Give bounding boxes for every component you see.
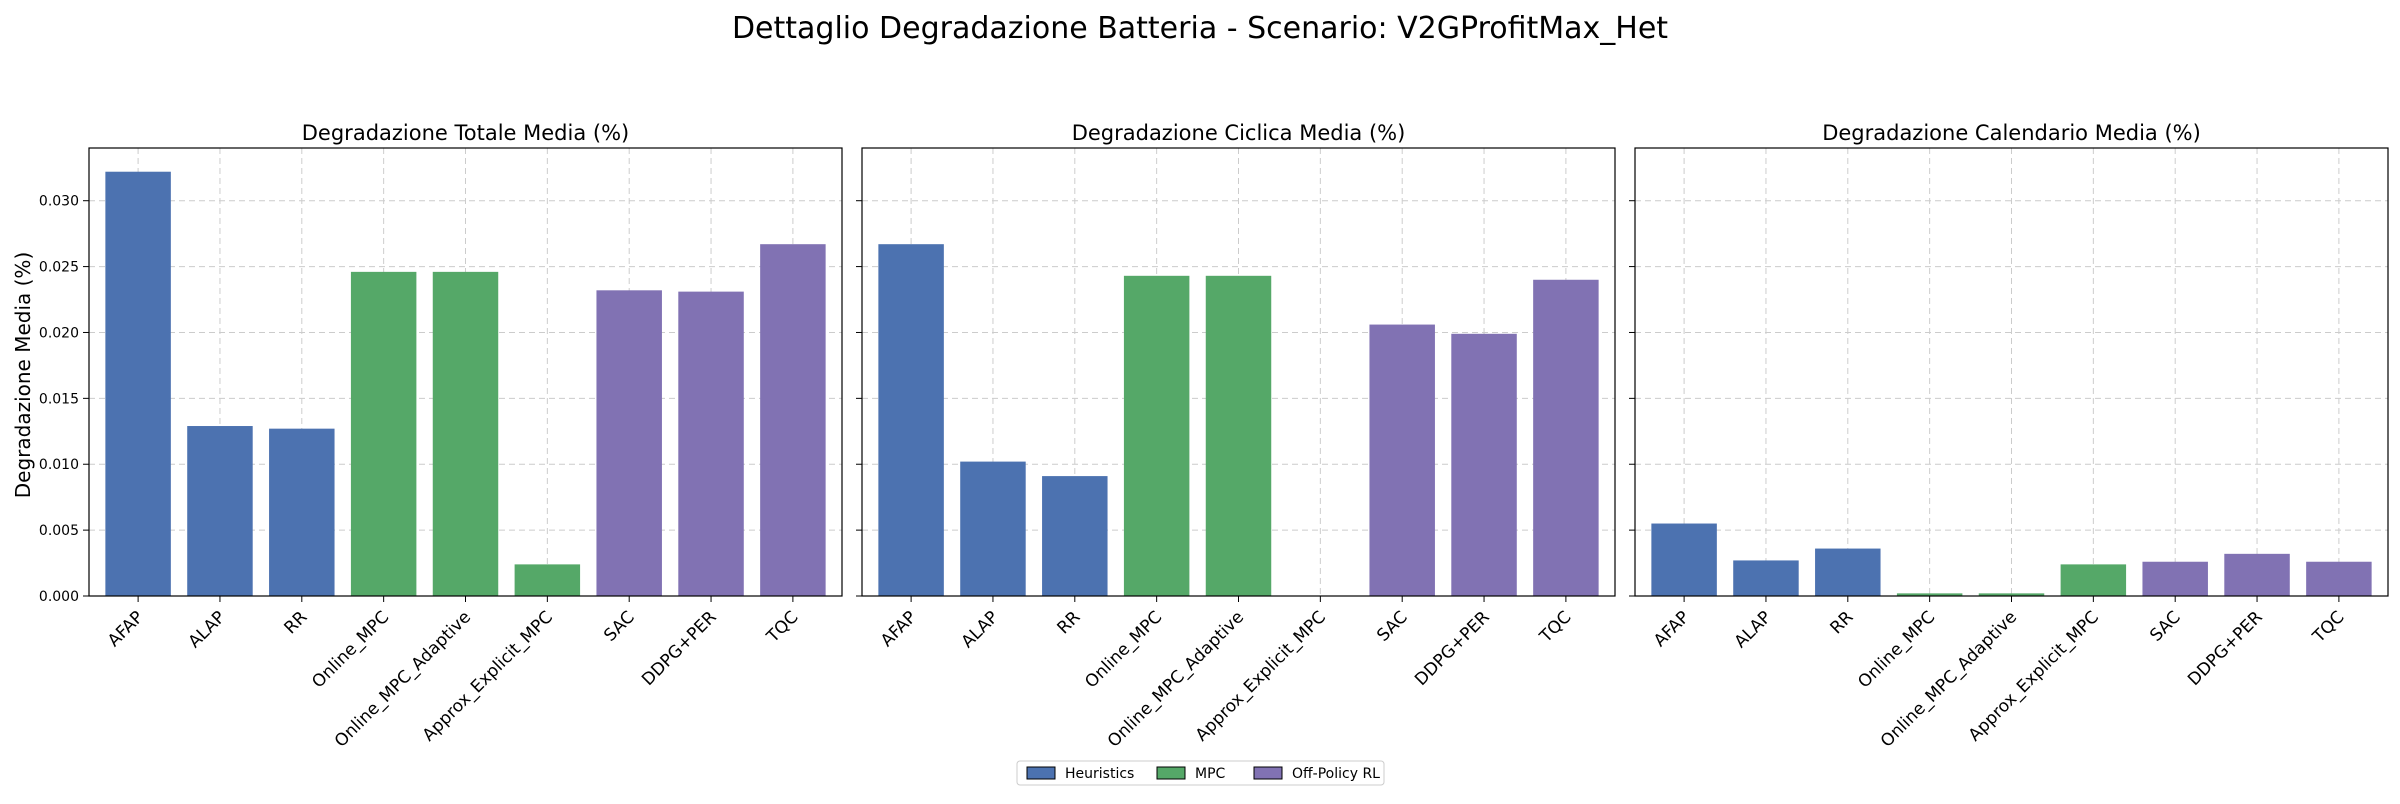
panel-title: Degradazione Totale Media (%) bbox=[302, 121, 629, 145]
bar-ddpg-per bbox=[1451, 333, 1517, 596]
bar-ddpg-per bbox=[678, 291, 744, 596]
bar-online-mpc-adaptive bbox=[432, 271, 499, 596]
bar-online-mpc bbox=[1896, 593, 1963, 596]
legend-label: MPC bbox=[1195, 766, 1226, 782]
y-tick-label: 0.015 bbox=[39, 391, 79, 407]
chart-panel-3: Degradazione Calendario Media (%) AFAP ALA… bbox=[1629, 121, 2389, 752]
bar-rr bbox=[1042, 476, 1108, 596]
legend: Heuristics MPC Off-Policy RL bbox=[1016, 760, 1385, 786]
x-tick-label: Online_MPC bbox=[308, 607, 393, 692]
bar-online-mpc-adaptive bbox=[1978, 593, 2045, 596]
panel-title: Degradazione Calendario Media (%) bbox=[1822, 121, 2201, 145]
x-tick-label: AFAP bbox=[104, 607, 148, 651]
chart-panel-1: Degradazione Totale Media (%) 0.000 0.005 0… bbox=[39, 121, 843, 752]
x-tick-label: SAC bbox=[1373, 607, 1411, 645]
chart-panel-2: Degradazione Ciclica Media (%) AFAP ALAP RR… bbox=[856, 121, 1616, 752]
bar-rr bbox=[1815, 548, 1881, 596]
bar-alap bbox=[960, 461, 1026, 596]
y-tick-label: 0.030 bbox=[39, 194, 79, 210]
x-tick-label: DDPG+PER bbox=[2184, 607, 2267, 690]
x-tick-label: ALAP bbox=[958, 607, 1003, 652]
x-tick-label: AFAP bbox=[877, 607, 921, 651]
x-tick-label: Online_MPC bbox=[1854, 607, 1939, 692]
bar-sac bbox=[1369, 324, 1435, 596]
legend-label: Off-Policy RL bbox=[1292, 766, 1380, 782]
x-tick-label: Online_MPC_Adaptive bbox=[1104, 607, 1248, 751]
legend-swatch bbox=[1156, 766, 1186, 780]
legend-swatch bbox=[1026, 766, 1056, 780]
y-tick-label: 0.020 bbox=[39, 325, 79, 341]
bar-afap bbox=[105, 171, 171, 596]
bar-tqc bbox=[760, 244, 826, 596]
x-tick-label: ALAP bbox=[185, 607, 230, 652]
legend-label: Heuristics bbox=[1065, 766, 1134, 782]
bar-afap bbox=[1651, 523, 1717, 596]
x-tick-label: TQC bbox=[762, 607, 802, 647]
bar-online-mpc bbox=[350, 271, 417, 596]
panel-title: Degradazione Ciclica Media (%) bbox=[1072, 121, 1406, 145]
legend-swatch bbox=[1253, 766, 1283, 780]
x-tick-label: TQC bbox=[1535, 607, 1575, 647]
bar-approx-explicit-mpc bbox=[514, 564, 581, 596]
bar-alap bbox=[1733, 560, 1799, 596]
legend-frame bbox=[1016, 760, 1385, 786]
bar-sac bbox=[2142, 561, 2208, 596]
bar-tqc bbox=[2306, 561, 2372, 596]
y-tick-label: 0.005 bbox=[39, 523, 79, 539]
bar-rr bbox=[269, 428, 335, 596]
bar-online-mpc bbox=[1123, 275, 1190, 596]
bar-sac bbox=[596, 290, 662, 596]
x-tick-label: TQC bbox=[2308, 607, 2348, 647]
x-tick-label: Online_MPC_Adaptive bbox=[331, 607, 475, 751]
bar-approx-explicit-mpc bbox=[2060, 564, 2127, 596]
x-tick-label: DDPG+PER bbox=[638, 607, 721, 690]
bar-afap bbox=[878, 244, 944, 596]
y-tick-label: 0.000 bbox=[39, 589, 79, 605]
x-tick-label: RR bbox=[280, 607, 311, 638]
y-axis-label: Degradazione Media (%) bbox=[11, 252, 35, 499]
x-tick-label: SAC bbox=[600, 607, 638, 645]
bar-tqc bbox=[1533, 279, 1599, 596]
x-tick-label: RR bbox=[1053, 607, 1084, 638]
y-tick-label: 0.010 bbox=[39, 457, 79, 473]
y-tick-label: 0.025 bbox=[39, 260, 79, 276]
x-tick-label: ALAP bbox=[1731, 607, 1776, 652]
x-tick-label: RR bbox=[1826, 607, 1857, 638]
bar-online-mpc-adaptive bbox=[1205, 275, 1272, 596]
chart-panels: Degradazione Totale Media (%) 0.000 0.005 0… bbox=[39, 121, 2389, 752]
x-tick-label: AFAP bbox=[1650, 607, 1694, 651]
bar-alap bbox=[187, 426, 253, 596]
x-tick-label: Online_MPC_Adaptive bbox=[1877, 607, 2021, 751]
bar-ddpg-per bbox=[2224, 553, 2290, 596]
figure-title: Dettaglio Degradazione Batteria - Scenar… bbox=[732, 11, 1668, 46]
x-tick-label: Online_MPC bbox=[1081, 607, 1166, 692]
x-tick-label: DDPG+PER bbox=[1411, 607, 1494, 690]
x-tick-label: SAC bbox=[2146, 607, 2184, 645]
